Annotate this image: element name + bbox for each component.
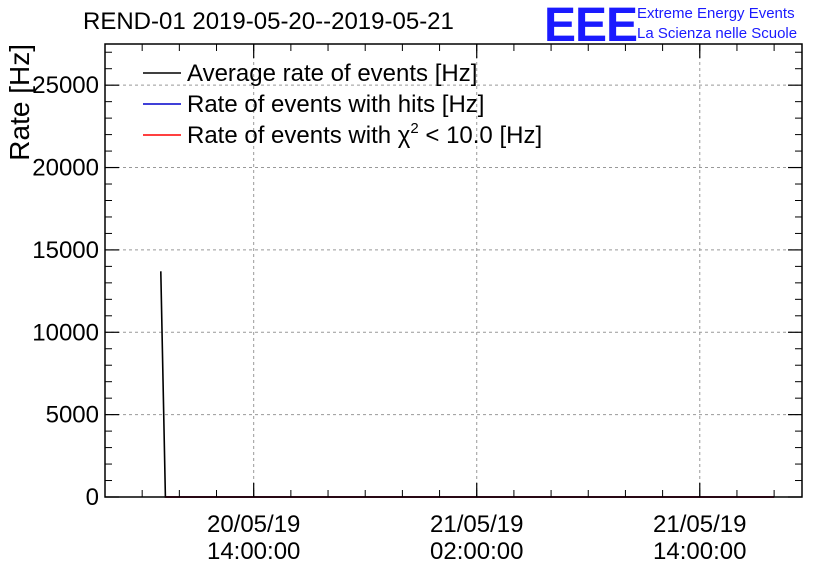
- x-tick-date-label: 20/05/19: [207, 511, 300, 538]
- eee-logo: EEE: [544, 0, 638, 52]
- y-axis-label-group: Rate [Hz]: [4, 44, 35, 161]
- ticks: 050001000015000200002500020/05/1914:00:0…: [32, 44, 802, 565]
- series-layer: [160, 271, 775, 498]
- logo-caption-line-1: Extreme Energy Events: [637, 5, 795, 22]
- y-tick-label: 5000: [46, 402, 99, 429]
- plot-frame: [104, 43, 803, 498]
- y-tick-label: 0: [86, 484, 99, 511]
- x-tick-time-label: 02:00:00: [430, 538, 523, 565]
- y-tick-label: 10000: [32, 319, 99, 346]
- grid: [105, 44, 802, 497]
- legend-entry: Average rate of events [Hz]: [187, 60, 477, 87]
- logo-caption: Extreme Energy Events La Scienza nelle S…: [637, 4, 797, 44]
- y-tick-label: 25000: [32, 72, 99, 99]
- series-line-0: [160, 271, 775, 498]
- legend-entry: Rate of events with χ2 < 10.0 [Hz]: [187, 120, 542, 149]
- legend-entry: Rate of events with hits [Hz]: [187, 91, 484, 118]
- y-tick-label: 15000: [32, 237, 99, 264]
- logo-caption-line-2: La Scienza nelle Scuole: [637, 25, 798, 42]
- x-tick-time-label: 14:00:00: [207, 538, 300, 565]
- y-axis-label: Rate [Hz]: [4, 44, 35, 161]
- x-tick-date-label: 21/05/19: [653, 511, 746, 538]
- x-tick-time-label: 14:00:00: [653, 538, 746, 565]
- y-tick-label: 20000: [32, 155, 99, 182]
- chart-title: REND-01 2019-05-20--2019-05-21: [83, 8, 454, 35]
- x-tick-date-label: 21/05/19: [430, 511, 523, 538]
- legend: Average rate of events [Hz] Rate of event…: [143, 60, 542, 149]
